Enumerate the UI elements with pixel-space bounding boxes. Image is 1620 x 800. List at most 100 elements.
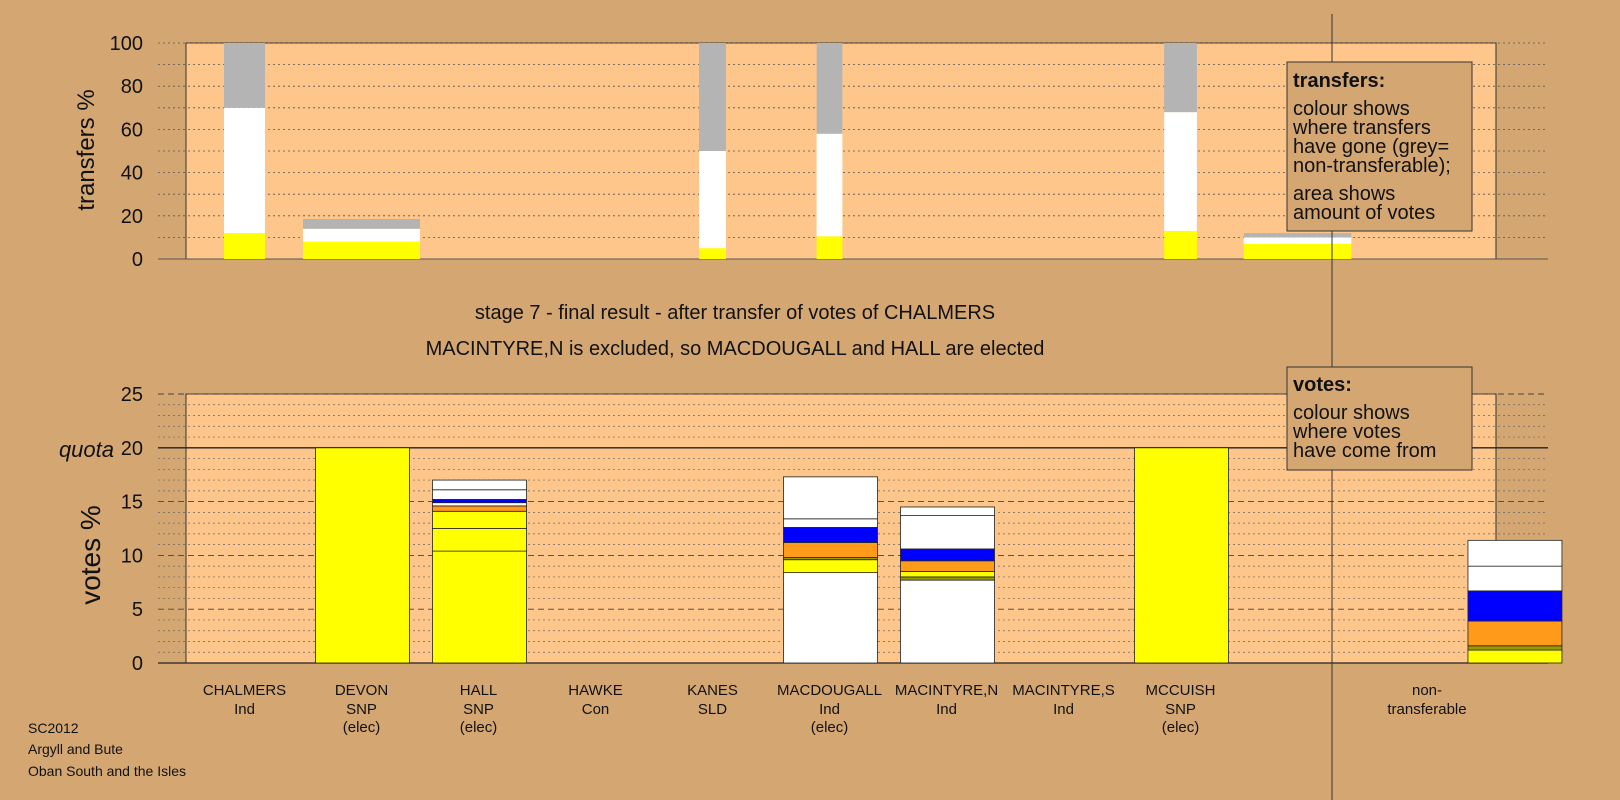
vote-bar-segment (783, 542, 878, 558)
vote-bar-segment (900, 506, 995, 516)
votes-legend-line: where votes (1292, 421, 1401, 443)
votes-y-tick-label: 25 (121, 384, 143, 406)
candidate-name: MACDOUGALL (777, 682, 882, 699)
candidate-party: Ind (1053, 701, 1074, 718)
votes-y-tick-label: 15 (121, 492, 143, 514)
candidate-party: SNP (1165, 701, 1196, 718)
votes-legend-line: have come from (1293, 440, 1436, 462)
transfers-legend: transfers: colour shows where transfers … (1286, 61, 1473, 232)
transfer-bar-segment (816, 236, 843, 259)
vote-bar-segment (1467, 645, 1563, 651)
transfers-legend-line: amount of votes (1293, 202, 1435, 224)
transfer-bar-segment (1164, 43, 1197, 113)
transfers-chart: 0 20 40 60 80 100 transfers % (73, 33, 1548, 271)
vote-bar-segment (900, 571, 995, 578)
candidate-party: Ind (936, 701, 957, 718)
votes-y-tick-label: 10 (121, 545, 143, 567)
candidate-name: MACINTYRE,S (1012, 682, 1115, 699)
votes-chart: 0 5 10 15 20 25 quota votes % (59, 384, 1563, 675)
transfers-y-axis-label: transfers % (73, 89, 100, 210)
stage-result: MACINTYRE,N is excluded, so MACDOUGALL a… (426, 338, 1045, 360)
transfer-bar-segment (816, 43, 843, 134)
footer-council: Argyll and Bute (28, 741, 123, 757)
vote-bar-segment (900, 560, 995, 572)
transfer-bar-segment (224, 107, 265, 234)
transfers-legend-line: colour shows (1293, 98, 1410, 120)
vote-bar-segment (900, 579, 995, 664)
transfers-y-tick-label: 60 (121, 119, 143, 141)
vote-bar-segment (1467, 620, 1563, 647)
candidate-party: Ind (819, 701, 840, 718)
candidate-status: (elec) (460, 719, 498, 736)
transfer-bar-segment (699, 248, 726, 259)
vote-bar-segment (783, 572, 878, 664)
votes-y-ticks: 0 5 10 15 20 25 (121, 384, 143, 675)
transfer-bar-segment (1243, 237, 1352, 244)
transfers-legend-heading: transfers: (1293, 70, 1385, 92)
transfer-bar-segment (303, 219, 420, 229)
transfer-bar-segment (303, 228, 420, 242)
vote-bar-segment (1467, 565, 1563, 592)
votes-legend: votes: colour shows where votes have com… (1286, 366, 1473, 471)
candidate-party: Ind (234, 701, 255, 718)
vote-bar-segment (432, 528, 527, 552)
vote-bar-segment (315, 447, 410, 664)
transfer-bar-segment (816, 133, 843, 237)
vote-bar-segment (1467, 539, 1563, 567)
transfers-legend-line: have gone (grey= (1293, 136, 1449, 158)
vote-bar-segment (432, 505, 527, 512)
candidate-party: transferable (1387, 701, 1466, 718)
transfers-y-ticks: 0 20 40 60 80 100 (110, 33, 143, 271)
transfers-y-tick-label: 0 (132, 249, 143, 271)
votes-y-tick-label: 5 (132, 599, 143, 621)
footer-election: SC2012 (28, 720, 79, 736)
vote-bar-segment (432, 510, 527, 529)
votes-legend-box (1286, 366, 1473, 471)
votes-y-tick-label: 20 (121, 438, 143, 460)
vote-bar-segment (432, 489, 527, 500)
vote-bar-segment (900, 548, 995, 562)
footer-ward: Oban South and the Isles (28, 763, 186, 779)
candidate-name: CHALMERS (203, 682, 286, 699)
candidate-name: MACINTYRE,N (895, 682, 998, 699)
transfer-bar-segment (1164, 112, 1197, 231)
vote-bar-segment (900, 515, 995, 550)
vote-bar-segment (783, 527, 878, 543)
transfers-bars (224, 43, 1352, 259)
candidate-name: HAWKE (568, 682, 622, 699)
transfer-bar-segment (1164, 230, 1197, 259)
candidate-party: SLD (698, 701, 727, 718)
vote-bar-segment (432, 479, 527, 491)
transfer-bar-segment (699, 43, 726, 151)
vote-bar-segment (432, 550, 527, 664)
transfers-y-tick-label: 20 (121, 206, 143, 228)
transfers-legend-line: area shows (1293, 183, 1395, 205)
vote-bar-segment (783, 559, 878, 574)
transfers-legend-box (1286, 61, 1473, 232)
transfer-bar-segment (224, 233, 265, 259)
vote-bar-segment (783, 476, 878, 520)
candidate-name: HALL (460, 682, 498, 699)
transfers-y-tick-label: 40 (121, 163, 143, 185)
transfer-bar-segment (1243, 233, 1352, 238)
stage-title: stage 7 - final result - after transfer … (475, 302, 995, 324)
candidate-name: MCCUISH (1146, 682, 1216, 699)
vote-bar-segment (1134, 447, 1229, 664)
transfers-legend-line: where transfers (1292, 117, 1431, 139)
vote-bar-segment (900, 576, 995, 581)
transfer-bar-segment (224, 43, 265, 108)
votes-legend-line: colour shows (1293, 402, 1410, 424)
candidate-labels: CHALMERSIndDEVONSNP(elec)HALLSNP(elec)HA… (203, 682, 1467, 736)
quota-label: quota (59, 437, 114, 462)
transfer-bar-segment (699, 151, 726, 249)
candidate-status: (elec) (343, 719, 381, 736)
candidate-party: SNP (346, 701, 377, 718)
candidate-status: (elec) (811, 719, 849, 736)
candidate-name: non- (1412, 682, 1442, 699)
candidate-party: SNP (463, 701, 494, 718)
votes-y-tick-label: 0 (132, 653, 143, 675)
vote-bar-segment (783, 518, 878, 528)
vote-bar-segment (432, 502, 527, 507)
votes-y-axis-label: votes % (75, 505, 106, 605)
